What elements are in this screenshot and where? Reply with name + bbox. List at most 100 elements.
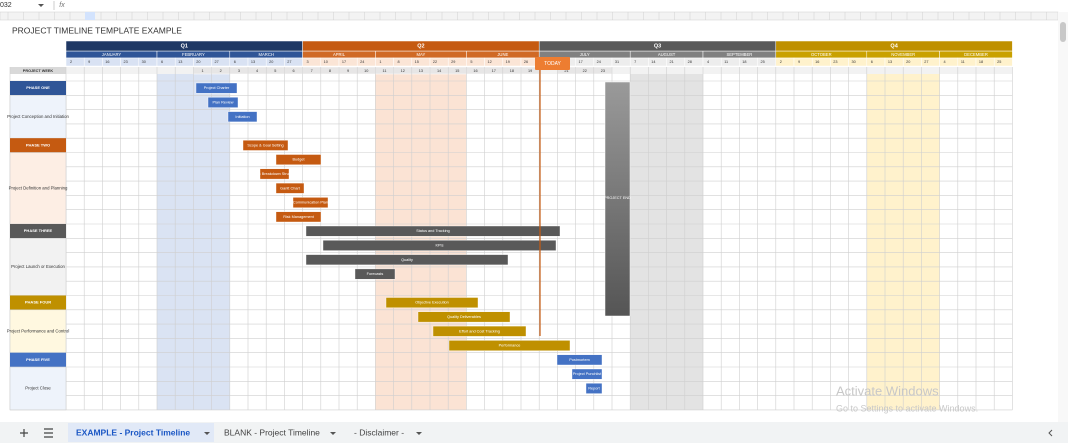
day-label: 25 bbox=[997, 60, 1001, 64]
day-label: 8 bbox=[398, 60, 400, 64]
quarter-header bbox=[775, 40, 1013, 52]
day-label: 14 bbox=[651, 60, 655, 64]
phase-header-cell bbox=[10, 224, 66, 239]
task-label: Gantt Chart bbox=[280, 186, 301, 190]
phase-name: PHASE FIVE bbox=[26, 357, 50, 362]
task-bar bbox=[259, 168, 290, 180]
task-label: Scope & Goal Setting bbox=[247, 143, 283, 147]
task-bar bbox=[227, 111, 258, 123]
week-label: 1 bbox=[201, 69, 203, 73]
month-label: APRIL bbox=[333, 52, 346, 57]
task-bar bbox=[417, 311, 511, 323]
week-label: 22 bbox=[583, 69, 587, 73]
task-bar bbox=[571, 368, 603, 380]
day-label: 31 bbox=[615, 60, 619, 64]
week-label: 15 bbox=[455, 69, 459, 73]
task-label: Project Charter bbox=[204, 86, 230, 90]
week-label: 16 bbox=[473, 69, 477, 73]
month-label: MARCH bbox=[259, 52, 274, 57]
month-label: NOVEMBER bbox=[891, 52, 915, 57]
sheet-tab[interactable]: BLANK - Project Timeline bbox=[224, 427, 320, 437]
task-label: Initiation bbox=[235, 115, 249, 119]
day-label: 16 bbox=[105, 60, 109, 64]
day-label: 3 bbox=[307, 60, 309, 64]
task-label: Budget bbox=[292, 158, 305, 162]
quarter-label: Q1 bbox=[181, 43, 188, 49]
day-label: 7 bbox=[634, 60, 636, 64]
all-sheets-button[interactable] bbox=[44, 428, 53, 438]
tab-menu-arrow[interactable] bbox=[416, 432, 422, 435]
day-label: 9 bbox=[88, 60, 90, 64]
day-label: 4 bbox=[707, 60, 709, 64]
day-label: 27 bbox=[214, 60, 218, 64]
scroll-left-button[interactable] bbox=[1048, 429, 1053, 437]
day-cell bbox=[375, 57, 394, 67]
active-column-header bbox=[85, 12, 95, 20]
task-bar bbox=[207, 97, 239, 108]
week-row-label-cell bbox=[10, 67, 66, 74]
day-label: 25 bbox=[760, 60, 764, 64]
phase-description-cell bbox=[9, 309, 67, 353]
week-label: 9 bbox=[347, 69, 349, 73]
week-label: 23 bbox=[601, 69, 605, 73]
day-label: 20 bbox=[269, 60, 273, 64]
month-label: DECEMBER bbox=[964, 52, 988, 57]
task-bar bbox=[385, 297, 479, 309]
day-label: 17 bbox=[578, 60, 582, 64]
phase-header-cell bbox=[10, 138, 66, 153]
day-cell bbox=[793, 57, 813, 67]
day-label: 28 bbox=[688, 60, 692, 64]
day-label: 30 bbox=[851, 60, 855, 64]
task-label: KPIs bbox=[435, 243, 443, 247]
day-label: 13 bbox=[888, 60, 892, 64]
add-sheet-button[interactable] bbox=[20, 429, 28, 437]
task-label: Postmortem bbox=[569, 358, 589, 362]
task-bar bbox=[195, 82, 238, 94]
task-bar bbox=[275, 182, 305, 194]
task-bar bbox=[242, 139, 289, 151]
phase-description-cell bbox=[9, 366, 67, 411]
week-label: 12 bbox=[401, 69, 405, 73]
month-label: JULY bbox=[580, 52, 590, 57]
task-bar bbox=[275, 154, 322, 166]
day-label: 11 bbox=[724, 60, 728, 64]
quarter-label: Q2 bbox=[417, 43, 424, 49]
week-label: 17 bbox=[492, 69, 496, 73]
week-label: 8 bbox=[329, 69, 331, 73]
day-label: 6 bbox=[161, 60, 163, 64]
day-label: 9 bbox=[798, 60, 800, 64]
day-label: 10 bbox=[324, 60, 328, 64]
day-label: 12 bbox=[487, 60, 491, 64]
tab-menu-arrow[interactable] bbox=[204, 432, 210, 435]
task-bar bbox=[275, 211, 322, 223]
week-label: 7 bbox=[311, 69, 313, 73]
task-bar bbox=[585, 383, 603, 394]
tab-menu-arrow[interactable] bbox=[330, 432, 336, 435]
day-label: 1 bbox=[379, 60, 381, 64]
day-label: 13 bbox=[251, 60, 255, 64]
sheet-tab[interactable]: EXAMPLE - Project Timeline bbox=[76, 427, 190, 437]
active-tab bbox=[68, 423, 214, 442]
sheet-tab[interactable]: - Disclaimer - bbox=[354, 427, 404, 437]
day-label: 13 bbox=[178, 60, 182, 64]
project-end-label: PROJECT END bbox=[604, 196, 631, 200]
day-cell bbox=[702, 57, 722, 67]
week-label: 3 bbox=[238, 69, 240, 73]
month-label: SEPTEMBER bbox=[726, 52, 752, 57]
watermark-subtitle: Go to Settings to activate Windows. bbox=[836, 403, 978, 413]
month-label: MAY bbox=[417, 52, 426, 57]
today-badge bbox=[535, 57, 570, 70]
week-label: 18 bbox=[510, 69, 514, 73]
phase-description: Project Conception and Initiation bbox=[7, 114, 69, 119]
day-cell bbox=[83, 57, 103, 67]
day-label: 24 bbox=[360, 60, 364, 64]
phase-header-cell bbox=[10, 352, 66, 367]
phase-name: PHASE TWO bbox=[26, 142, 50, 147]
task-label: Objective Execution bbox=[415, 301, 449, 305]
day-label: 23 bbox=[123, 60, 127, 64]
week-label: 5 bbox=[274, 69, 276, 73]
week-label: 10 bbox=[364, 69, 368, 73]
day-label: 23 bbox=[833, 60, 837, 64]
